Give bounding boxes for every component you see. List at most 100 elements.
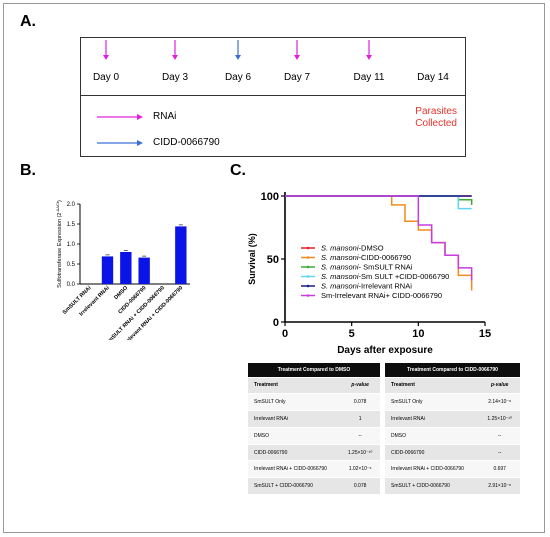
table-vs-cidd: Treatment Compared to CIDD-0066790 Treat… bbox=[385, 363, 520, 496]
x-tick-label: 0 bbox=[282, 328, 288, 340]
y-tick-label: 0 bbox=[273, 317, 279, 329]
legend-label: S. mansoni-DMSO bbox=[321, 244, 384, 253]
legend-entry: S. mansoni-Irrelevant RNAi bbox=[301, 282, 412, 291]
parasites-collected-note: Parasites Collected bbox=[415, 106, 457, 130]
legend-marker bbox=[306, 265, 310, 269]
table-cell: 1.25×10⁻¹⁰ bbox=[340, 444, 380, 462]
legend-label: S. mansoni-Sm SULT +CIDD-0066790 bbox=[321, 272, 449, 281]
panel-a-label: A. bbox=[20, 13, 36, 30]
timeline-arrow bbox=[366, 40, 372, 60]
x-tick-label: 15 bbox=[479, 328, 491, 340]
timeline-arrows bbox=[103, 40, 372, 60]
legend-entry: S. mansoni-DMSO bbox=[301, 244, 384, 253]
collected-line-2: Collected bbox=[415, 118, 457, 129]
survival-line bbox=[285, 195, 473, 205]
table-cell: 1.25×10⁻¹⁰ bbox=[479, 410, 520, 428]
day-label: Day 7 bbox=[283, 72, 311, 83]
table-cell: -- bbox=[479, 427, 520, 445]
x-axis-label: Days after exposure bbox=[337, 345, 433, 356]
table-vs-cidd-wrap: Treatment Compared to CIDD-0066790 Treat… bbox=[385, 363, 520, 509]
legend-label: S. mansoni-CIDD-0066790 bbox=[321, 253, 411, 262]
legend-rnai-label: RNAi bbox=[153, 111, 177, 122]
collected-line-1: Parasites bbox=[415, 106, 457, 117]
table-cell: 0.078 bbox=[340, 393, 380, 412]
day-label: Day 6 bbox=[224, 72, 252, 83]
legend-label: Sm-Irrelevant RNAi+ CIDD-0066790 bbox=[321, 291, 442, 300]
table-left-col2: p-value bbox=[340, 377, 380, 395]
day-label: Day 0 bbox=[92, 72, 120, 83]
timeline-arrow bbox=[235, 40, 241, 60]
table-left-title: Treatment Compared to DMSO bbox=[248, 363, 380, 378]
expression-bar-chart: 0.0 0.5 1.0 1.5 2.0 Sulfotransferase Expressi… bbox=[55, 200, 190, 340]
table-row: CIDD-0066790 1.25×10⁻¹⁰ bbox=[248, 444, 380, 462]
table-row: CIDD-0066790 -- bbox=[385, 444, 520, 462]
legend-entry: S. mansoni-CIDD-0066790 bbox=[301, 253, 411, 262]
table-vs-dmso: Treatment Compared to DMSO Treatment p-va… bbox=[248, 363, 380, 496]
bar bbox=[120, 252, 132, 284]
legend-rnai: RNAi bbox=[97, 111, 176, 122]
table-right-col1: Treatment bbox=[385, 377, 480, 395]
y-tick-label: 0.0 bbox=[67, 282, 76, 288]
survival-line bbox=[285, 195, 473, 281]
y-tick-label: 0.5 bbox=[67, 262, 76, 268]
survival-chart: 0 50 100 0 5 10 15 Survival (%) Days after expos… bbox=[247, 191, 491, 356]
table-cell: 2.14×10⁻⁸ bbox=[479, 393, 520, 412]
table-cell: 1.02×10⁻⁶ bbox=[340, 460, 380, 479]
table-cell: 0.697 bbox=[479, 460, 520, 479]
table-cell: DMSO bbox=[248, 427, 341, 445]
table-row: SmSULT Only 0.078 bbox=[248, 393, 380, 412]
legend-marker bbox=[306, 284, 310, 288]
table-cell: Irrelevant RNAi + CIDD-0066790 bbox=[385, 460, 480, 479]
y-tick-label: 50 bbox=[267, 254, 279, 266]
day-label: Day 14 bbox=[417, 72, 449, 83]
legend-marker bbox=[306, 246, 310, 250]
legend-entry: S. mansoni-Sm SULT +CIDD-0066790 bbox=[301, 272, 449, 281]
table-cell: Irrelevant RNAi + CIDD-0066790 bbox=[248, 460, 341, 479]
timeline-arrow bbox=[172, 40, 178, 60]
y-tick-label: 1.0 bbox=[67, 242, 76, 248]
x-tick-label: 10 bbox=[412, 328, 424, 340]
legend-entry: S. mansoni- SmSULT RNAi bbox=[301, 263, 413, 272]
bar bbox=[175, 226, 187, 284]
table-row: SmSULT + CIDD-0066790 2.91×10⁻⁸ bbox=[385, 477, 520, 496]
table-cell: SmSULT + CIDD-0066790 bbox=[385, 477, 480, 496]
day-label: Day 3 bbox=[161, 72, 189, 83]
table-row: Irrelevant RNAi 1 bbox=[248, 410, 380, 428]
table-right-title: Treatment Compared to CIDD-0066790 bbox=[385, 363, 520, 378]
table-cell: SmSULT Only bbox=[385, 393, 480, 412]
table-cell: SmSULT + CIDD-0066790 bbox=[248, 477, 341, 496]
legend-marker bbox=[306, 275, 310, 278]
panel-c-label: C. bbox=[230, 162, 246, 179]
legend-cidd-label: CIDD-0066790 bbox=[153, 137, 220, 148]
table-row: Irrelevant RNAi 1.25×10⁻¹⁰ bbox=[385, 410, 520, 428]
legend-marker bbox=[306, 294, 310, 297]
table-cell: Irrelevant RNAi bbox=[248, 410, 341, 428]
legend-label: S. mansoni-Irrelevant RNAi bbox=[321, 282, 412, 291]
figure-frame bbox=[3, 3, 545, 533]
bar bbox=[101, 256, 114, 284]
table-row: SmSULT + CIDD-0066790 0.078 bbox=[248, 477, 380, 496]
arrow-head bbox=[172, 55, 178, 60]
table-cell: 1 bbox=[340, 410, 380, 428]
x-tick-label: 5 bbox=[349, 328, 355, 340]
timeline-box: Day 0 Day 3 Day 6 Day 7 Day 11 Day 14 RNAi CI… bbox=[80, 37, 466, 157]
table-cell: 2.91×10⁻⁸ bbox=[479, 477, 520, 496]
cidd-arrow-icon bbox=[97, 139, 143, 146]
y-tick-label: 2.0 bbox=[67, 202, 76, 208]
table-cell: DMSO bbox=[385, 427, 480, 445]
table-cell: -- bbox=[340, 427, 380, 445]
table-cell: 0.078 bbox=[340, 477, 380, 496]
table-row: Irrelevant RNAi + CIDD-0066790 0.697 bbox=[385, 460, 520, 479]
timeline-arrow bbox=[103, 40, 109, 60]
table-cell: SmSULT Only bbox=[248, 393, 341, 412]
timeline-arrow bbox=[294, 40, 300, 60]
panel-b-label: B. bbox=[20, 162, 36, 179]
table-row: SmSULT Only 2.14×10⁻⁸ bbox=[385, 393, 520, 412]
table-left-col1: Treatment bbox=[248, 377, 341, 395]
legend-marker bbox=[306, 256, 310, 259]
y-tick-label: 100 bbox=[261, 191, 279, 203]
y-axis-label: Survival (%) bbox=[247, 233, 257, 285]
arrow-head bbox=[103, 55, 109, 60]
bar bbox=[138, 257, 150, 284]
y-axis-label: Sulfotransferase Expression (2-ΔΔCt) bbox=[55, 200, 63, 288]
